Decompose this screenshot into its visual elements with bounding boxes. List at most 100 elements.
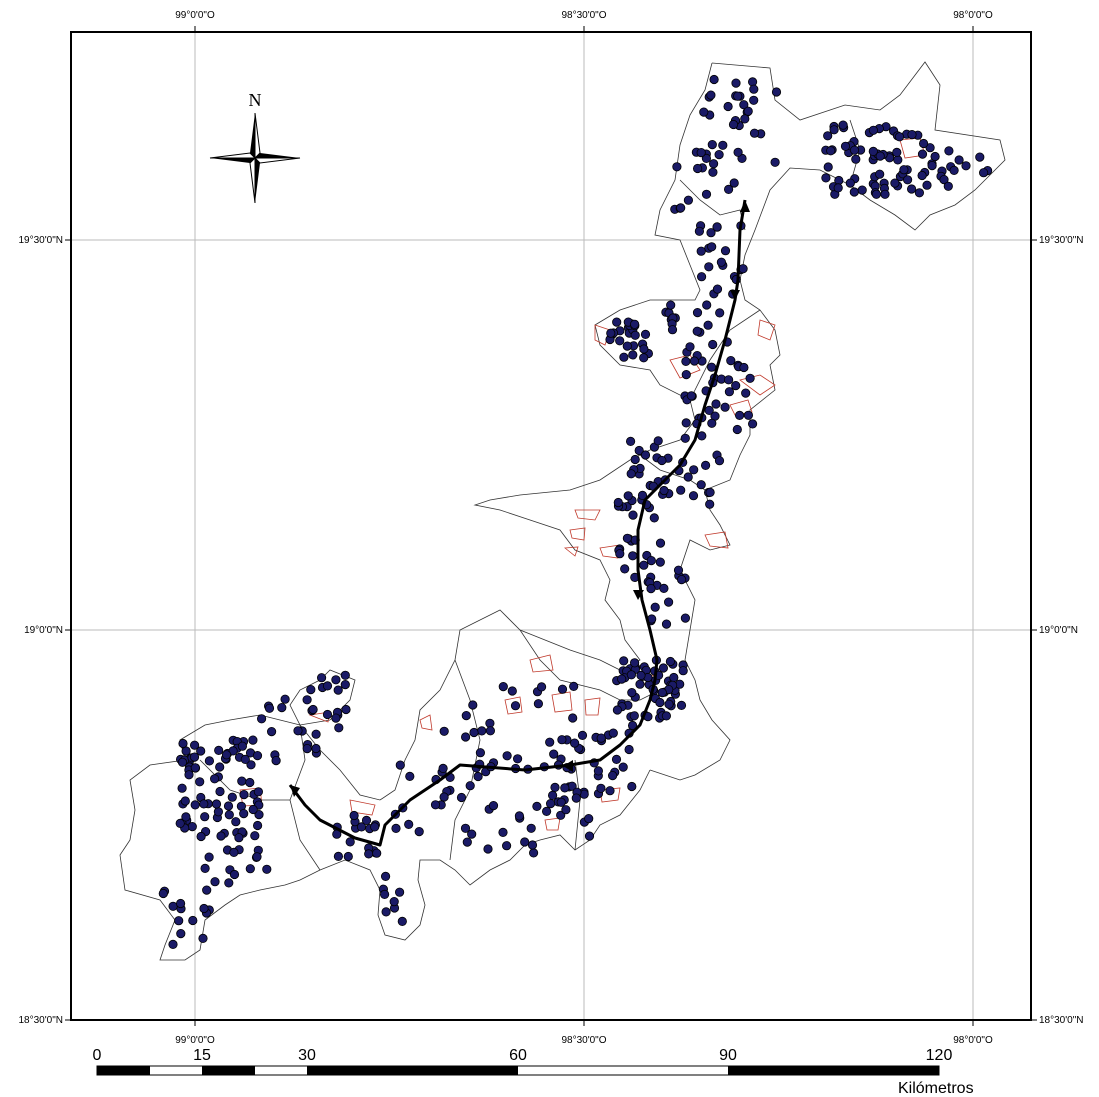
survey-point (696, 272, 707, 282)
survey-point (196, 831, 206, 842)
survey-point (707, 242, 717, 252)
urban-area (563, 546, 579, 557)
top-label-99-0: 99°0'0"O (175, 10, 215, 21)
survey-point (661, 711, 672, 721)
urban-area (669, 354, 701, 379)
survey-point (438, 763, 448, 774)
survey-point (925, 143, 935, 153)
survey-point (747, 419, 758, 429)
survey-point (389, 896, 399, 907)
survey-point (196, 746, 206, 756)
survey-point (658, 663, 669, 673)
urban-area (569, 527, 586, 541)
survey-point (254, 809, 264, 820)
survey-point (620, 564, 630, 574)
survey-point (460, 732, 471, 742)
survey-point (619, 352, 629, 362)
survey-point (221, 750, 232, 760)
survey-point (749, 128, 760, 138)
route-arrow (633, 590, 644, 600)
survey-point (477, 726, 487, 736)
survey-point (894, 132, 905, 142)
route (288, 199, 750, 847)
survey-point (501, 841, 512, 851)
survey-point (200, 812, 210, 822)
survey-point (627, 781, 637, 792)
graticule-lines (71, 32, 1031, 1020)
survey-point (498, 681, 508, 692)
survey-point (189, 752, 200, 762)
survey-point (213, 807, 223, 817)
survey-point (483, 844, 493, 854)
survey-point (708, 339, 718, 350)
survey-point (322, 681, 333, 691)
survey-point (569, 738, 580, 748)
survey-point (229, 869, 240, 880)
survey-point (608, 728, 618, 738)
survey-point (678, 666, 688, 676)
survey-point (545, 798, 556, 809)
urban-area (529, 654, 554, 673)
survey-point (557, 684, 568, 694)
survey-point (584, 813, 594, 824)
survey-point (605, 786, 615, 796)
survey-point (939, 175, 949, 185)
survey-point (705, 487, 715, 497)
survey-point (245, 777, 255, 788)
survey-point (340, 670, 350, 680)
scale-bar: 0 15 30 60 90 120 Kilómetros (93, 1047, 974, 1097)
survey-point (688, 491, 699, 501)
survey-point (361, 815, 372, 826)
survey-point (685, 342, 695, 352)
urban-area (757, 319, 776, 341)
urban-area (704, 531, 729, 549)
municipal-boundaries (119, 61, 1006, 961)
survey-point (214, 745, 224, 756)
survey-point (868, 125, 879, 135)
survey-point (577, 730, 588, 741)
survey-point (628, 551, 638, 561)
survey-point (838, 120, 848, 130)
survey-point (706, 90, 716, 100)
survey-point (930, 151, 940, 162)
urban-area (574, 509, 601, 521)
survey-point (237, 776, 247, 786)
survey-point (899, 165, 909, 175)
survey-point (705, 499, 715, 509)
survey-point (890, 178, 900, 188)
survey-point (629, 658, 640, 668)
survey-point (322, 709, 333, 720)
survey-point (596, 733, 606, 743)
survey-point (689, 356, 700, 366)
compass-rose-icon: N (209, 90, 301, 204)
survey-point (696, 246, 706, 256)
survey-point (666, 300, 676, 310)
survey-point (512, 754, 523, 764)
survey-point (271, 755, 281, 766)
survey-point (944, 146, 954, 156)
survey-point (216, 831, 226, 841)
survey-point (716, 257, 727, 267)
survey-point (331, 713, 341, 723)
survey-point (349, 810, 359, 821)
survey-point (364, 849, 374, 859)
survey-point (823, 162, 833, 172)
survey-point (229, 847, 239, 858)
survey-point (665, 656, 676, 667)
survey-point (733, 91, 743, 101)
survey-point (627, 687, 637, 698)
survey-point (266, 726, 277, 737)
bottom-label-98-0: 98°0'0"O (953, 1035, 993, 1046)
survey-point (607, 770, 618, 781)
survey-point (724, 387, 735, 397)
survey-point (250, 831, 260, 841)
scale-tick-120: 120 (926, 1047, 953, 1064)
bottom-label-99-0: 99°0'0"O (175, 1035, 215, 1046)
survey-point (240, 754, 250, 765)
survey-point (617, 674, 627, 684)
survey-point (715, 308, 725, 318)
survey-point (708, 159, 719, 169)
survey-point (293, 726, 303, 736)
survey-point (640, 329, 651, 339)
survey-point (612, 317, 622, 327)
